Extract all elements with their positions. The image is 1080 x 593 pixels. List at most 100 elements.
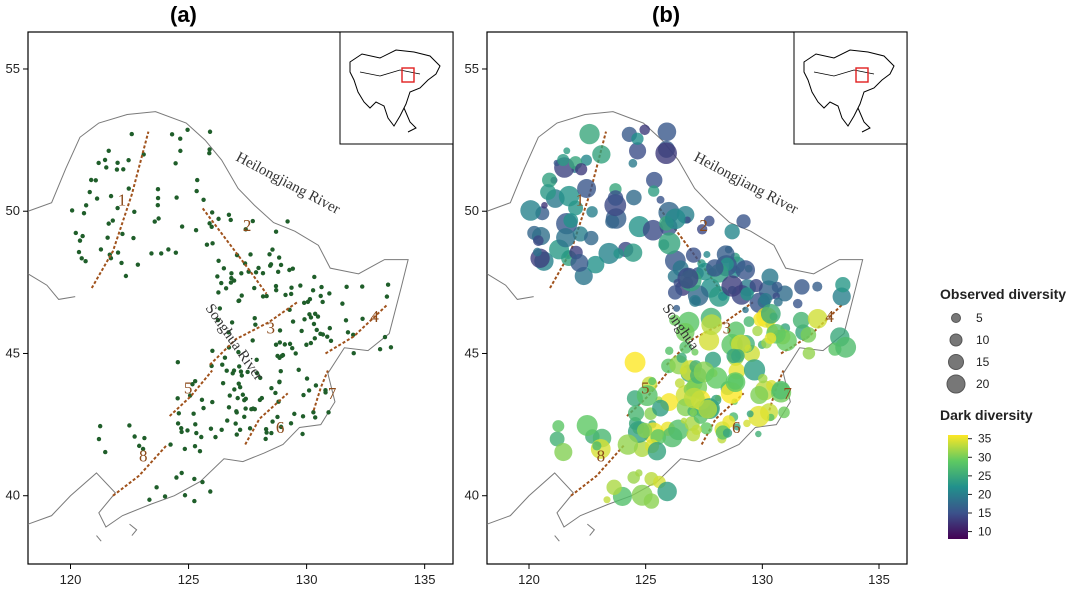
sample-site-dot (304, 376, 310, 381)
sample-site-dot (289, 285, 294, 290)
sample-site-dot (216, 290, 221, 295)
sample-site-dot (121, 167, 126, 172)
sample-site-dot (273, 342, 279, 347)
sample-site-dot (293, 351, 298, 356)
sample-site-dot (377, 347, 383, 352)
diversity-bubble (635, 469, 643, 477)
sample-site-dot (132, 209, 137, 215)
sample-site-dot (302, 317, 307, 322)
sample-site-dot (292, 411, 297, 417)
diversity-bubble (675, 322, 695, 342)
diversity-bubble (759, 292, 772, 306)
sample-site-dot (197, 449, 203, 454)
map-a-heilongjiang-label: Heilongjiang River (233, 149, 342, 217)
colorbar-tick-label: 35 (978, 432, 992, 446)
sample-site-dot (343, 318, 349, 323)
diversity-bubble (577, 179, 597, 199)
sample-site-dot (270, 247, 275, 252)
sample-site-dot (256, 265, 261, 271)
sample-site-dot (228, 217, 233, 223)
sample-site-dot (388, 345, 394, 350)
sample-site-dot (221, 266, 227, 271)
sample-site-dot (129, 131, 134, 137)
sample-site-dot (182, 493, 188, 498)
colorbar-gradient (948, 435, 968, 539)
diversity-bubble (701, 314, 723, 336)
diversity-bubble (648, 185, 660, 197)
sample-site-dot (233, 421, 238, 426)
sample-site-dot (185, 127, 190, 133)
sample-site-dot (104, 165, 109, 170)
sample-site-dot (215, 317, 221, 323)
diversity-bubble (580, 154, 592, 166)
sample-site-dot (174, 475, 179, 480)
diversity-bubble (680, 417, 687, 424)
y-tick-label: 55 (465, 61, 479, 76)
sample-site-dot (257, 397, 263, 403)
diversity-bubble (752, 325, 763, 337)
sample-site-dot (232, 387, 237, 392)
sample-site-dot (314, 327, 319, 333)
sample-site-dot (299, 328, 304, 334)
sample-site-dot (225, 418, 230, 423)
y-tick-label: 55 (6, 61, 20, 76)
map-a-land (27, 111, 409, 542)
sample-site-dot (229, 275, 234, 281)
sample-site-dot (242, 397, 247, 403)
sample-site-dot (87, 189, 92, 195)
sample-site-dot (77, 238, 83, 243)
sample-site-dot (102, 157, 108, 163)
sample-site-dot (229, 320, 235, 325)
sample-site-dot (320, 299, 325, 305)
diversity-bubble (657, 481, 677, 502)
sample-site-dot (236, 349, 241, 355)
sample-site-dot (243, 227, 248, 232)
sample-site-dot (207, 129, 213, 134)
diversity-bubble (552, 420, 565, 433)
sample-site-dot (120, 231, 125, 237)
diversity-bubble (698, 330, 720, 351)
observed-size-label: 20 (976, 377, 990, 391)
sample-site-dot (142, 435, 147, 441)
divide-line (768, 370, 785, 411)
diversity-bubble (605, 214, 620, 229)
sample-site-dot (228, 280, 234, 285)
region-number: 8 (139, 447, 148, 466)
sample-site-dot (156, 216, 161, 221)
sample-site-dot (263, 426, 269, 432)
sample-site-dot (304, 342, 309, 347)
sample-site-dot (94, 196, 100, 201)
diversity-bubble (721, 275, 743, 297)
diversity-bubble (667, 285, 683, 300)
sample-site-dot (152, 219, 157, 224)
x-tick-label: 135 (868, 572, 890, 587)
map-b-diversity-bubbles (520, 122, 857, 509)
diversity-bubble (664, 208, 686, 230)
region-number: 1 (576, 191, 585, 210)
sample-site-dot (210, 399, 215, 405)
sample-site-dot (210, 348, 215, 354)
sample-site-dot (382, 334, 388, 340)
diversity-bubble (540, 184, 556, 200)
sample-site-dot (185, 428, 190, 433)
map-a-divide-lines (90, 131, 388, 497)
region-number: 8 (597, 447, 606, 466)
diversity-bubble (698, 399, 718, 419)
sample-site-dot (227, 393, 232, 398)
sample-site-dot (307, 296, 313, 302)
sample-site-dot (260, 294, 266, 299)
island (587, 523, 596, 536)
diversity-bubble (755, 430, 762, 438)
colorbar-tick-label: 25 (978, 469, 992, 483)
sample-site-dot (147, 497, 152, 502)
sample-site-dot (315, 314, 321, 319)
diversity-bubble (637, 422, 653, 439)
sample-site-dot (173, 250, 179, 255)
sample-site-dot (179, 224, 185, 229)
sample-site-dot (169, 132, 175, 137)
diversity-bubble (689, 295, 701, 307)
diversity-bubble (691, 424, 702, 436)
diversity-bubble (657, 122, 677, 142)
